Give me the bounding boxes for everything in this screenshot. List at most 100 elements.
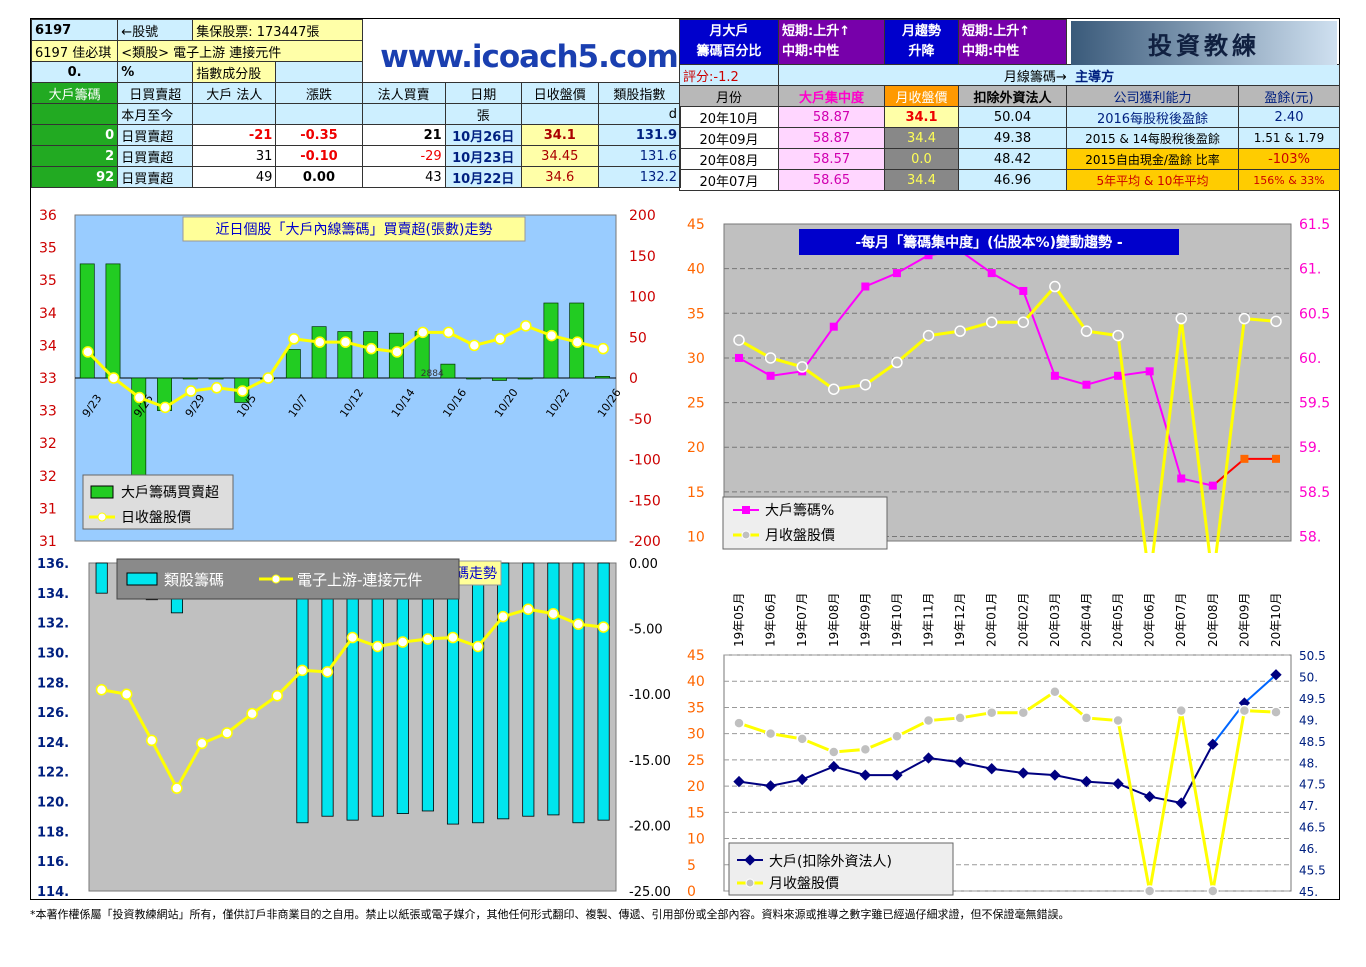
- y-left-tick: 15: [687, 485, 705, 501]
- point: [735, 353, 743, 362]
- point: [891, 356, 903, 369]
- y-left-tick: 136.: [37, 557, 69, 572]
- change-value: -0.35: [275, 124, 363, 146]
- point: [221, 727, 233, 739]
- point: [764, 727, 777, 740]
- point: [859, 378, 872, 391]
- ex-foreign-holder-chart: 45 40 35 30 25 20 15 10 5 0 50.5 50. 49.5 49. 48.5 48. 4…: [679, 555, 1339, 899]
- col-header: 大戶籌碼: [30, 82, 119, 104]
- point: [1017, 316, 1030, 328]
- row-count: 0: [30, 124, 119, 146]
- bar: [371, 562, 384, 817]
- point: [764, 352, 777, 364]
- profit-value: 2.40: [1238, 106, 1340, 128]
- point: [922, 329, 935, 342]
- point: [396, 636, 409, 648]
- y-right-tick: 47.5: [1299, 778, 1326, 792]
- legend-label: 大戶籌碼買賣超: [121, 485, 219, 501]
- point: [417, 326, 429, 339]
- brand-logo: 投資教練: [1071, 21, 1337, 65]
- legend-swatch: [271, 574, 281, 584]
- point: [859, 769, 872, 781]
- pct-sign: %: [117, 61, 194, 83]
- point: [447, 631, 459, 644]
- y-right-tick: 0.00: [629, 557, 658, 572]
- point: [547, 607, 560, 620]
- point: [1207, 738, 1219, 750]
- big-holder-value: 31: [192, 145, 277, 167]
- point: [1238, 312, 1251, 325]
- point: [1270, 315, 1282, 328]
- point: [733, 334, 745, 346]
- stock-code: 6197: [30, 19, 119, 41]
- y-right-tick: 60.: [1299, 351, 1321, 367]
- point: [1049, 685, 1061, 698]
- x-tick: 20年04月: [1079, 592, 1093, 647]
- x-tick: 20年01月: [985, 592, 999, 647]
- y-left-tick: 34: [39, 306, 57, 322]
- website-url[interactable]: www.icoach5.com: [380, 39, 679, 75]
- trend-line: 中期:中性: [782, 44, 840, 59]
- y-right-tick: -10.00: [629, 688, 671, 703]
- legend-label: 月收盤股價: [769, 875, 839, 892]
- x-tick: 20年07月: [1174, 592, 1188, 647]
- profit-label: 5年平均 & 10年平均: [1066, 169, 1239, 191]
- close-value: 34.45: [520, 145, 599, 167]
- row-count: 2: [30, 145, 119, 167]
- y-right-tick: -20.00: [629, 819, 671, 834]
- y-left-tick: 31: [39, 534, 57, 550]
- monthly-label: 月線籌碼→: [1003, 69, 1067, 85]
- col-header: 月份: [679, 85, 779, 107]
- trend-line: 短期:上升↑: [962, 24, 1031, 39]
- holder-count: 集保股票: 173447張: [192, 19, 363, 41]
- big-holder-box: 月大戶 籌碼百分比: [679, 19, 779, 65]
- y-right-tick: 58.5: [1299, 485, 1330, 501]
- monthly-value: 主導方: [1075, 69, 1115, 85]
- table-row: 20年10月 58.87 34.1 50.04 2016每股稅後盈餘 2.40: [679, 106, 1340, 128]
- point: [1272, 454, 1280, 463]
- x-tick: 20年05月: [1111, 592, 1125, 647]
- y-right-tick: 200: [629, 208, 656, 224]
- point: [262, 372, 274, 384]
- col-header: 大戶 法人: [192, 82, 277, 104]
- point: [572, 618, 585, 630]
- point: [597, 342, 609, 355]
- y-left-tick: 34: [39, 338, 57, 354]
- point: [339, 336, 352, 348]
- x-tick: 19年09月: [858, 592, 872, 647]
- x-tick: 19年08月: [827, 592, 841, 647]
- y-left-tick: 35: [687, 306, 705, 322]
- y-left-tick: 33: [39, 404, 57, 420]
- row-count: 92: [30, 166, 119, 188]
- row-label: 日買賣超: [117, 124, 194, 146]
- y-left-tick: 25: [687, 396, 705, 412]
- bar: [497, 562, 510, 820]
- col-header: 日買賣超: [117, 82, 194, 104]
- y-right-tick: 46.: [1299, 842, 1318, 856]
- col-header: 扣除外資法人: [958, 85, 1067, 107]
- point: [321, 666, 334, 678]
- point: [371, 640, 384, 653]
- point: [196, 737, 208, 750]
- series-line: [738, 284, 1277, 553]
- legend-label: 大戶(扣除外資法人): [769, 854, 892, 870]
- y-right-tick: -100: [629, 453, 661, 469]
- y-right-tick: 49.5: [1299, 692, 1326, 706]
- y-right-tick: 45.5: [1299, 864, 1326, 878]
- legend-label: 電子上游-連接元件: [297, 571, 422, 589]
- y-left-tick: 40: [687, 674, 705, 690]
- col-header: 盈餘(元): [1238, 85, 1340, 107]
- point: [1112, 778, 1124, 790]
- x-tick: 19年10月: [890, 592, 904, 647]
- profit-value: 156% & 33%: [1238, 169, 1340, 191]
- ex-foreign-cell: 50.04: [958, 106, 1067, 128]
- date-value: 10月26日: [444, 124, 522, 146]
- point: [313, 336, 326, 348]
- plot-area: [723, 223, 1292, 542]
- point: [1175, 704, 1187, 717]
- y-left-tick: 0: [687, 884, 696, 899]
- bar: [285, 349, 301, 379]
- point: [95, 683, 108, 696]
- category-name: <類股> 電子上游 連接元件: [117, 40, 363, 62]
- x-tick: 19年11月: [922, 592, 936, 647]
